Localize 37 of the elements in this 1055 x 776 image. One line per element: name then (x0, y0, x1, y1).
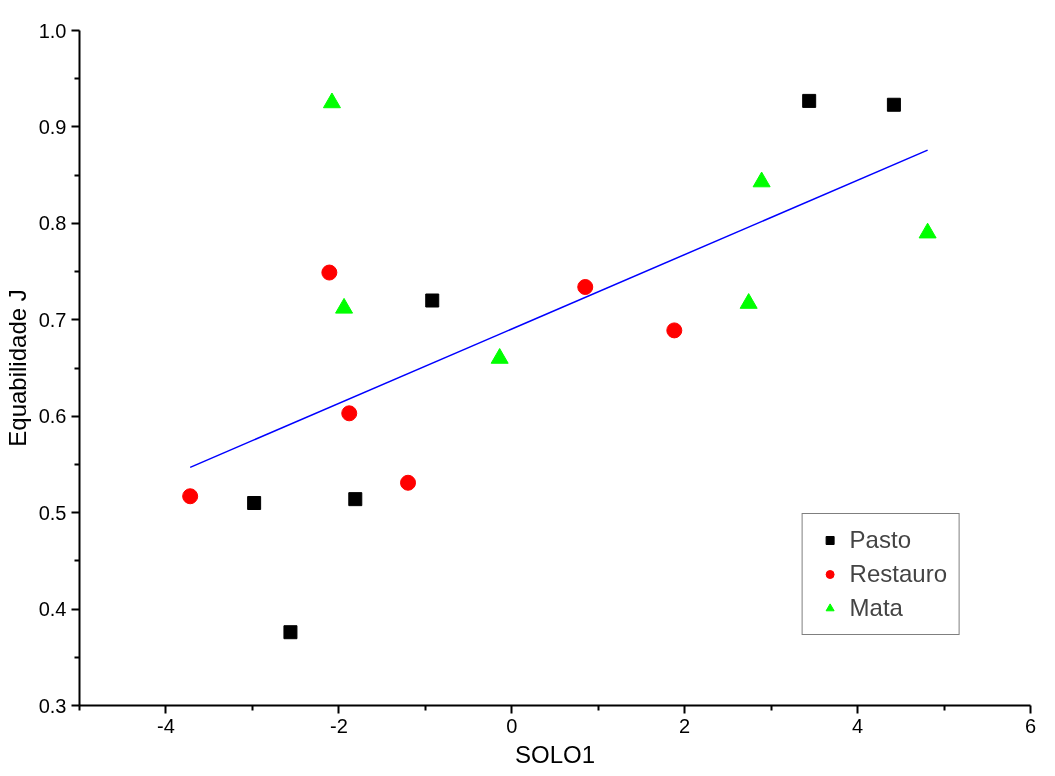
point (918, 222, 937, 239)
y-tick-label: 0.9 (38, 115, 67, 138)
point (341, 405, 358, 422)
x-tick-label: 4 (852, 714, 864, 737)
point (335, 297, 354, 314)
y-tick-label: 0.6 (38, 405, 67, 428)
x-tick-label: 0 (506, 714, 518, 737)
point (400, 474, 417, 491)
y-tick-label: 0.7 (38, 308, 67, 331)
point (802, 93, 817, 108)
point (490, 348, 509, 364)
point (182, 488, 199, 505)
point (425, 293, 440, 308)
y-tick-label: 0.4 (38, 598, 67, 621)
x-tick-label: 6 (1024, 714, 1037, 737)
point (348, 492, 363, 507)
point (666, 322, 683, 339)
legend-label: Restauro (849, 560, 947, 588)
y-tick-label: 1.0 (38, 19, 67, 42)
point (247, 496, 262, 510)
x-tick-label: -2 (329, 714, 348, 737)
point (321, 264, 338, 281)
x-tick-label: 2 (679, 714, 691, 737)
point (283, 625, 298, 640)
y-tick-label: 0.8 (38, 212, 67, 235)
point (739, 293, 758, 309)
point (577, 279, 594, 295)
point (752, 171, 771, 188)
y-tick-label: 0.3 (38, 694, 67, 717)
legend-label: Mata (849, 594, 903, 622)
point (322, 92, 341, 109)
y-tick-label: 0.5 (38, 501, 67, 524)
y-axis-title: Equabilidade J (3, 289, 31, 447)
x-tick-label: -4 (157, 714, 175, 737)
point (886, 97, 901, 112)
legend-label: Pasto (849, 526, 911, 554)
x-axis-title: SOLO1 (514, 740, 596, 768)
